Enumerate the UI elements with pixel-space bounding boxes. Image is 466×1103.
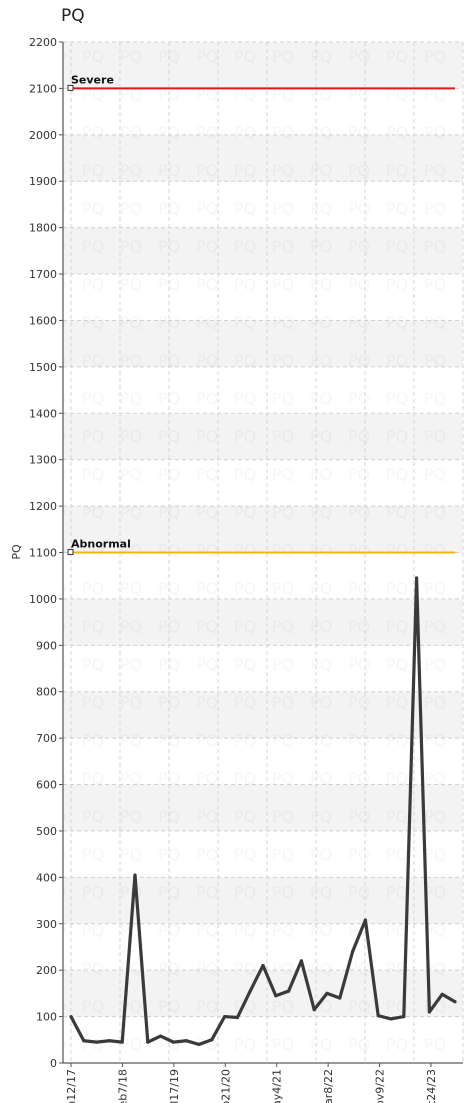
x-tick-label: Mar8/22 — [322, 1069, 335, 1103]
x-tick-label: May4/21 — [271, 1069, 284, 1103]
data-point — [261, 963, 265, 968]
data-point — [95, 1040, 99, 1044]
data-point — [171, 1040, 175, 1044]
data-point — [274, 994, 278, 998]
y-tick-label: 1200 — [29, 500, 57, 513]
y-tick-label: 900 — [36, 639, 57, 652]
data-point — [415, 576, 419, 580]
data-point — [159, 1034, 163, 1038]
y-tick-label: 200 — [36, 964, 57, 977]
chart-title: PQ — [61, 6, 85, 26]
data-point — [402, 1014, 406, 1019]
y-tick-label: 1900 — [29, 175, 57, 188]
y-tick-label: 2000 — [29, 129, 57, 142]
data-point — [210, 1038, 214, 1042]
x-axis-ticks: Jun12/17 Feb7/18 Jul17/19 Feb21/20 May4/21 Ma… — [65, 1063, 438, 1103]
reference-lines: Severe Abnormal — [67, 73, 455, 555]
y-tick-label: 2200 — [29, 36, 57, 49]
y-axis-ticks: 0 100 200 300 400 500 600 700 800 900 1000 1100 1200… — [29, 36, 63, 1070]
data-point — [107, 1039, 111, 1043]
data-point — [376, 1014, 380, 1018]
data-point — [133, 873, 137, 877]
y-tick-label: 1100 — [29, 547, 57, 560]
data-point — [146, 1040, 150, 1044]
y-tick-label: 1800 — [29, 222, 57, 235]
data-point — [223, 1014, 227, 1019]
y-tick-label: 1500 — [29, 361, 57, 374]
data-point — [287, 989, 291, 993]
data-point — [312, 1008, 316, 1012]
data-point — [197, 1042, 201, 1047]
y-axis-label: PQ — [10, 544, 23, 560]
data-point — [338, 996, 342, 1000]
y-tick-label: 400 — [36, 871, 57, 884]
x-tick-label: Feb7/18 — [116, 1069, 129, 1103]
data-point — [248, 989, 252, 993]
y-tick-label: 1700 — [29, 268, 57, 281]
y-tick-label: 100 — [36, 1011, 57, 1024]
data-point — [235, 1015, 239, 1020]
series-layer — [69, 576, 457, 1047]
data-point — [453, 1000, 457, 1004]
reference-marker — [67, 84, 74, 91]
data-point — [184, 1039, 188, 1043]
reference-label: Severe — [71, 73, 114, 86]
x-tick-label: Nov9/22 — [374, 1069, 387, 1103]
x-tick-label: Jul17/19 — [168, 1069, 181, 1103]
x-tick-label: Jun12/17 — [65, 1069, 78, 1103]
reference-label: Abnormal — [71, 538, 131, 551]
y-tick-label: 1000 — [29, 593, 57, 606]
y-tick-label: 500 — [36, 825, 57, 838]
y-tick-label: 700 — [36, 732, 57, 745]
data-point — [325, 991, 329, 995]
reference-marker — [67, 549, 74, 555]
y-tick-label: 0 — [50, 1057, 57, 1070]
y-tick-label: 600 — [36, 779, 57, 792]
data-point — [427, 1010, 431, 1014]
y-tick-label: 1600 — [29, 314, 57, 327]
y-tick-label: 2100 — [29, 82, 57, 95]
y-tick-label: 800 — [36, 686, 57, 699]
data-point — [440, 992, 444, 996]
y-tick-label: 1400 — [29, 407, 57, 420]
y-tick-label: 1300 — [29, 454, 57, 467]
x-tick-label: Feb21/20 — [219, 1069, 232, 1103]
data-point — [82, 1039, 86, 1043]
data-point — [299, 959, 303, 963]
data-point — [389, 1017, 393, 1021]
x-tick-label: Oct24/23 — [425, 1069, 438, 1103]
y-tick-label: 300 — [36, 918, 57, 931]
data-point — [69, 1014, 73, 1019]
data-point — [363, 918, 367, 922]
data-point — [351, 950, 355, 954]
data-point — [120, 1040, 124, 1044]
